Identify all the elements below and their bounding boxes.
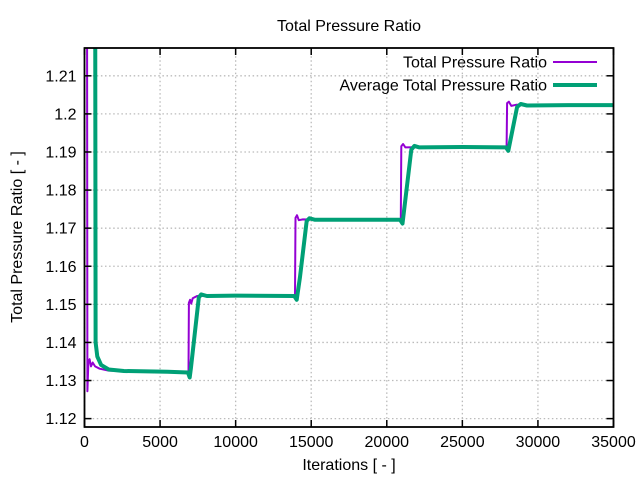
x-tick-label: 5000 bbox=[142, 434, 178, 451]
series-line-2 bbox=[93, 48, 614, 380]
axis-layer bbox=[83, 47, 615, 428]
plot-border bbox=[83, 47, 615, 428]
y-tick-label: 1.15 bbox=[45, 297, 76, 314]
y-tick-label: 1.13 bbox=[45, 373, 76, 390]
y-tick-label: 1.18 bbox=[45, 183, 76, 200]
y-tick-label: 1.14 bbox=[45, 335, 76, 352]
y-tick-label: 1.17 bbox=[45, 221, 76, 238]
y-tick-label: 1.2 bbox=[54, 106, 76, 123]
legend: Total Pressure Ratio Average Total Pressu… bbox=[339, 55, 597, 95]
legend-label: Total Pressure Ratio bbox=[403, 55, 547, 72]
x-tick-label: 20000 bbox=[365, 434, 410, 451]
x-tick-label: 25000 bbox=[440, 434, 485, 451]
y-tick-label: 1.19 bbox=[45, 144, 76, 161]
x-tick-label: 0 bbox=[80, 434, 89, 451]
x-tick-label: 35000 bbox=[591, 434, 636, 451]
x-tick-label: 30000 bbox=[516, 434, 561, 451]
y-tick-label: 1.12 bbox=[45, 411, 76, 428]
tick-label-layer: 0 5000 10000 15000 20000 25000 30000 35000 1.12 1… bbox=[45, 68, 635, 451]
y-tick-label: 1.16 bbox=[45, 259, 76, 276]
y-axis-label: Total Pressure Ratio [ - ] bbox=[9, 151, 26, 323]
series-layer bbox=[86, 48, 614, 393]
y-tick-label: 1.21 bbox=[45, 68, 76, 85]
x-tick-label: 10000 bbox=[213, 434, 258, 451]
chart-title: Total Pressure Ratio bbox=[277, 18, 421, 35]
x-tick-label: 15000 bbox=[289, 434, 334, 451]
legend-label: Average Total Pressure Ratio bbox=[339, 78, 547, 95]
x-axis-label: Iterations [ - ] bbox=[302, 457, 395, 474]
